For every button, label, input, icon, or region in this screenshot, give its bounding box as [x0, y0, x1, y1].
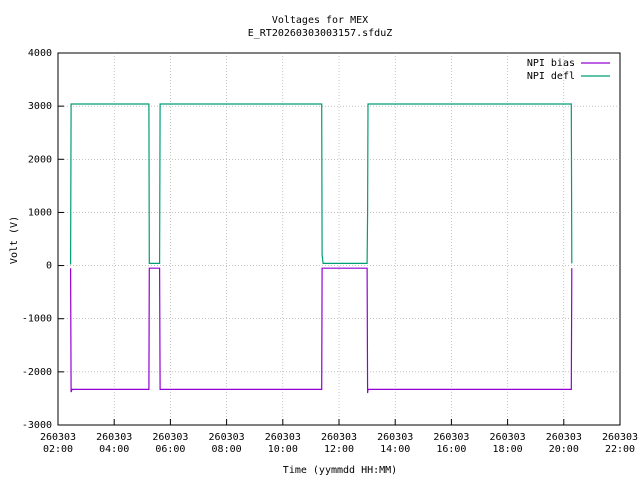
x-tick-label: 260303 10:00 [265, 432, 301, 455]
x-tick-label: 260303 20:00 [546, 432, 582, 455]
x-tick-label: 260303 22:00 [602, 432, 638, 455]
y-tick-label: 4000 [28, 48, 52, 59]
series-line [70, 103, 573, 265]
x-tick-label: 260303 06:00 [152, 432, 188, 455]
x-axis-label: Time (yymmdd HH:MM) [283, 465, 397, 476]
x-tick-label: 260303 14:00 [377, 432, 413, 455]
chart-subtitle: E_RT20260303003157.sfduZ [248, 28, 393, 39]
legend-label: NPI defl [527, 71, 575, 82]
x-tick-label: 260303 16:00 [433, 432, 469, 455]
y-tick-label: -1000 [22, 314, 52, 325]
chart-title: Voltages for MEX [272, 15, 368, 26]
y-tick-label: 2000 [28, 154, 52, 165]
y-tick-label: 0 [46, 261, 52, 272]
series-line [70, 267, 573, 394]
y-tick-label: -2000 [22, 367, 52, 378]
x-tick-label: 260303 18:00 [490, 432, 526, 455]
y-tick-label: -3000 [22, 420, 52, 431]
x-tick-label: 260303 04:00 [96, 432, 132, 455]
y-tick-label: 1000 [28, 207, 52, 218]
x-tick-label: 260303 12:00 [321, 432, 357, 455]
y-axis-label: Volt (V) [9, 216, 20, 264]
legend-label: NPI bias [527, 58, 575, 69]
x-tick-label: 260303 08:00 [209, 432, 245, 455]
x-tick-label: 260303 02:00 [40, 432, 76, 455]
y-tick-label: 3000 [28, 101, 52, 112]
